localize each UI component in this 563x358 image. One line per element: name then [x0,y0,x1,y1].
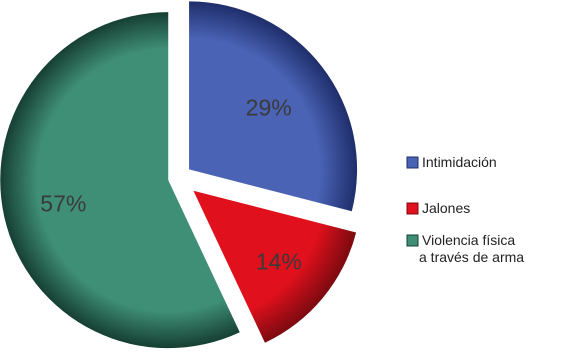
pie-slice-2 [193,190,357,343]
pie-labels: 29% 14% 57% [40,95,302,275]
legend-label: Violencia física [422,232,515,248]
legend-swatch [406,234,419,247]
slice-value-label: 57% [40,191,86,217]
legend-label: Intimidación [422,154,497,170]
pie-slice-1 [189,1,358,212]
legend-swatch [406,202,419,215]
slice-value-label: 29% [246,95,292,121]
legend-label: Jalones [422,200,470,216]
pie-slices [0,1,358,349]
pie-slice-3 [0,12,240,349]
legend-label: a través de arma [419,249,524,265]
legend-swatch [406,156,419,169]
slice-value-label: 14% [256,248,302,274]
